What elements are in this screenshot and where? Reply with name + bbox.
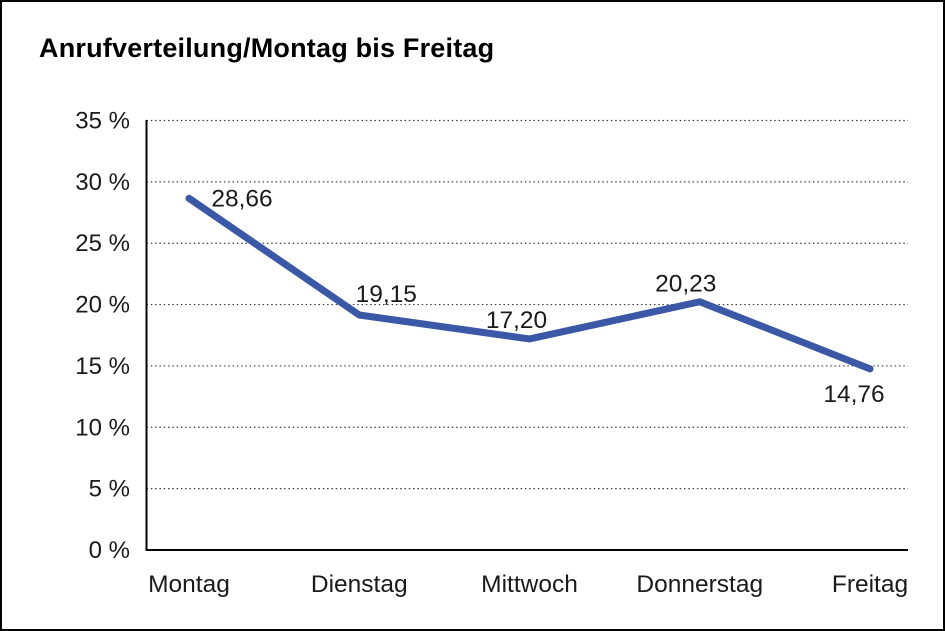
y-tick-label: 25 % bbox=[75, 230, 130, 257]
y-tick-label: 5 % bbox=[89, 476, 130, 503]
x-tick-label: Donnerstag bbox=[636, 571, 763, 598]
chart-title: Anrufverteilung/Montag bis Freitag bbox=[39, 33, 495, 63]
y-tick-label: 10 % bbox=[75, 414, 130, 441]
x-tick-label: Dienstag bbox=[311, 571, 408, 598]
data-point-label: 14,76 bbox=[823, 381, 884, 408]
y-tick-label: 30 % bbox=[75, 169, 130, 196]
y-tick-label: 0 % bbox=[89, 537, 130, 564]
data-point-label: 17,20 bbox=[486, 307, 547, 334]
y-tick-label: 15 % bbox=[75, 353, 130, 380]
y-tick-label: 35 % bbox=[75, 108, 130, 135]
data-point-label: 28,66 bbox=[211, 185, 272, 212]
y-tick-label: 20 % bbox=[75, 292, 130, 319]
data-point-label: 20,23 bbox=[655, 271, 716, 298]
data-point-label: 19,15 bbox=[356, 281, 417, 308]
x-tick-label: Mittwoch bbox=[481, 571, 578, 598]
series-line bbox=[185, 194, 874, 373]
x-tick-label: Montag bbox=[148, 571, 230, 598]
x-tick-label: Freitag bbox=[832, 571, 908, 598]
